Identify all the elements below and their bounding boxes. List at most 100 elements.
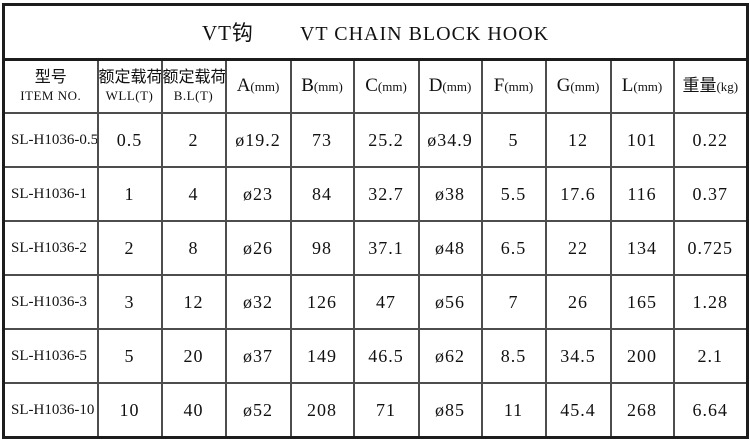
value-cell: 101 bbox=[609, 112, 675, 168]
value-cell: 40 bbox=[160, 382, 227, 439]
value-cell: 8 bbox=[160, 220, 227, 276]
value-cell: ø37 bbox=[224, 328, 292, 384]
value-cell: 2 bbox=[96, 220, 163, 276]
value-cell: 32.7 bbox=[352, 166, 420, 222]
value-cell: 2 bbox=[160, 112, 227, 168]
value-cell: 0.22 bbox=[672, 112, 749, 168]
dimension-unit: (mm) bbox=[250, 79, 280, 95]
value-cell: ø26 bbox=[224, 220, 292, 276]
title-chinese: VT钩 bbox=[201, 21, 254, 45]
value-cell: 45.4 bbox=[544, 382, 612, 439]
value-cell: 4 bbox=[160, 166, 227, 222]
value-cell: ø34.9 bbox=[417, 112, 483, 168]
value-cell: ø56 bbox=[417, 274, 483, 330]
dimension-letter: F bbox=[493, 75, 505, 97]
value-cell: 2.1 bbox=[672, 328, 749, 384]
value-cell: 134 bbox=[609, 220, 675, 276]
table-row: SL-H1036-5 5 20 ø37 149 46.5 ø62 8.5 34.5 200 2.1 bbox=[2, 328, 749, 384]
table-row: SL-H1036-0.5 0.5 2 ø19.2 73 25.2 ø34.9 5 12 101 0.… bbox=[2, 112, 749, 168]
dimension-letter: A bbox=[236, 75, 251, 97]
item-no-cell: SL-H1036-0.5 bbox=[2, 112, 99, 168]
value-cell: ø19.2 bbox=[224, 112, 292, 168]
value-cell: 47 bbox=[352, 274, 420, 330]
item-no-cell: SL-H1036-2 bbox=[2, 220, 99, 276]
value-cell: ø52 bbox=[224, 382, 292, 439]
value-cell: 8.5 bbox=[480, 328, 547, 384]
value-cell: 149 bbox=[289, 328, 355, 384]
value-cell: 20 bbox=[160, 328, 227, 384]
value-cell: 268 bbox=[609, 382, 675, 439]
header-label-cn: 额定载荷 bbox=[162, 68, 226, 86]
dimension-unit: (mm) bbox=[442, 79, 472, 95]
value-cell: ø32 bbox=[224, 274, 292, 330]
dimension-unit: (mm) bbox=[633, 79, 663, 95]
title-english: VT CHAIN BLOCK HOOK bbox=[299, 23, 550, 45]
dimension-unit: (kg) bbox=[716, 79, 739, 95]
value-cell: 12 bbox=[160, 274, 227, 330]
column-header-4: B(mm) bbox=[289, 58, 355, 114]
value-cell: 73 bbox=[289, 112, 355, 168]
value-cell: 22 bbox=[544, 220, 612, 276]
value-cell: 0.5 bbox=[96, 112, 163, 168]
dimension-letter: G bbox=[556, 75, 571, 97]
value-cell: ø48 bbox=[417, 220, 483, 276]
value-cell: 37.1 bbox=[352, 220, 420, 276]
column-header-10: 重量(kg) bbox=[672, 58, 749, 114]
column-header-0: 型号 ITEM NO. bbox=[2, 58, 99, 114]
dimension-unit: (mm) bbox=[570, 79, 600, 95]
dimension-unit: (mm) bbox=[377, 79, 407, 95]
dimension-letter: L bbox=[621, 75, 634, 97]
column-header-9: L(mm) bbox=[609, 58, 675, 114]
table-body: SL-H1036-0.5 0.5 2 ø19.2 73 25.2 ø34.9 5 12 101 0.… bbox=[2, 112, 749, 439]
value-cell: 11 bbox=[480, 382, 547, 439]
header-label-en: ITEM NO. bbox=[20, 88, 82, 104]
value-cell: 7 bbox=[480, 274, 547, 330]
value-cell: 0.37 bbox=[672, 166, 749, 222]
column-header-7: F(mm) bbox=[480, 58, 547, 114]
value-cell: 5 bbox=[96, 328, 163, 384]
item-no-cell: SL-H1036-10 bbox=[2, 382, 99, 439]
value-cell: 71 bbox=[352, 382, 420, 439]
value-cell: 6.64 bbox=[672, 382, 749, 439]
value-cell: 5.5 bbox=[480, 166, 547, 222]
value-cell: ø62 bbox=[417, 328, 483, 384]
title-row: VT钩 VT CHAIN BLOCK HOOK bbox=[2, 3, 749, 61]
header-row: 型号 ITEM NO. 额定载荷 WLL(T) 额定载荷 B.L(T) A(mm) B(mm)… bbox=[2, 58, 749, 114]
value-cell: 17.6 bbox=[544, 166, 612, 222]
item-no-cell: SL-H1036-1 bbox=[2, 166, 99, 222]
value-cell: ø85 bbox=[417, 382, 483, 439]
value-cell: 6.5 bbox=[480, 220, 547, 276]
value-cell: 208 bbox=[289, 382, 355, 439]
value-cell: 84 bbox=[289, 166, 355, 222]
dimension-letter: 重量 bbox=[682, 76, 717, 96]
value-cell: 165 bbox=[609, 274, 675, 330]
table-title: VT钩 VT CHAIN BLOCK HOOK bbox=[2, 3, 749, 61]
value-cell: 126 bbox=[289, 274, 355, 330]
dimension-unit: (mm) bbox=[313, 79, 343, 95]
value-cell: 5 bbox=[480, 112, 547, 168]
table-row: SL-H1036-10 10 40 ø52 208 71 ø85 11 45.4 268 6.64 bbox=[2, 382, 749, 439]
dimension-letter: D bbox=[428, 75, 443, 97]
value-cell: 46.5 bbox=[352, 328, 420, 384]
column-header-6: D(mm) bbox=[417, 58, 483, 114]
dimension-unit: (mm) bbox=[504, 79, 534, 95]
value-cell: 25.2 bbox=[352, 112, 420, 168]
value-cell: ø38 bbox=[417, 166, 483, 222]
header-label-cn: 额定载荷 bbox=[98, 68, 162, 86]
value-cell: 1.28 bbox=[672, 274, 749, 330]
value-cell: 98 bbox=[289, 220, 355, 276]
value-cell: 1 bbox=[96, 166, 163, 222]
value-cell: 116 bbox=[609, 166, 675, 222]
column-header-3: A(mm) bbox=[224, 58, 292, 114]
value-cell: 12 bbox=[544, 112, 612, 168]
header-label-en: B.L(T) bbox=[173, 88, 214, 104]
dimension-letter: C bbox=[365, 75, 378, 97]
table-row: SL-H1036-2 2 8 ø26 98 37.1 ø48 6.5 22 134 0.725 bbox=[2, 220, 749, 276]
header-label-en: WLL(T) bbox=[105, 88, 154, 104]
dimension-letter: B bbox=[301, 75, 314, 97]
value-cell: 26 bbox=[544, 274, 612, 330]
value-cell: 34.5 bbox=[544, 328, 612, 384]
table-row: SL-H1036-1 1 4 ø23 84 32.7 ø38 5.5 17.6 116 0.37 bbox=[2, 166, 749, 222]
item-no-cell: SL-H1036-5 bbox=[2, 328, 99, 384]
column-header-1: 额定载荷 WLL(T) bbox=[96, 58, 163, 114]
